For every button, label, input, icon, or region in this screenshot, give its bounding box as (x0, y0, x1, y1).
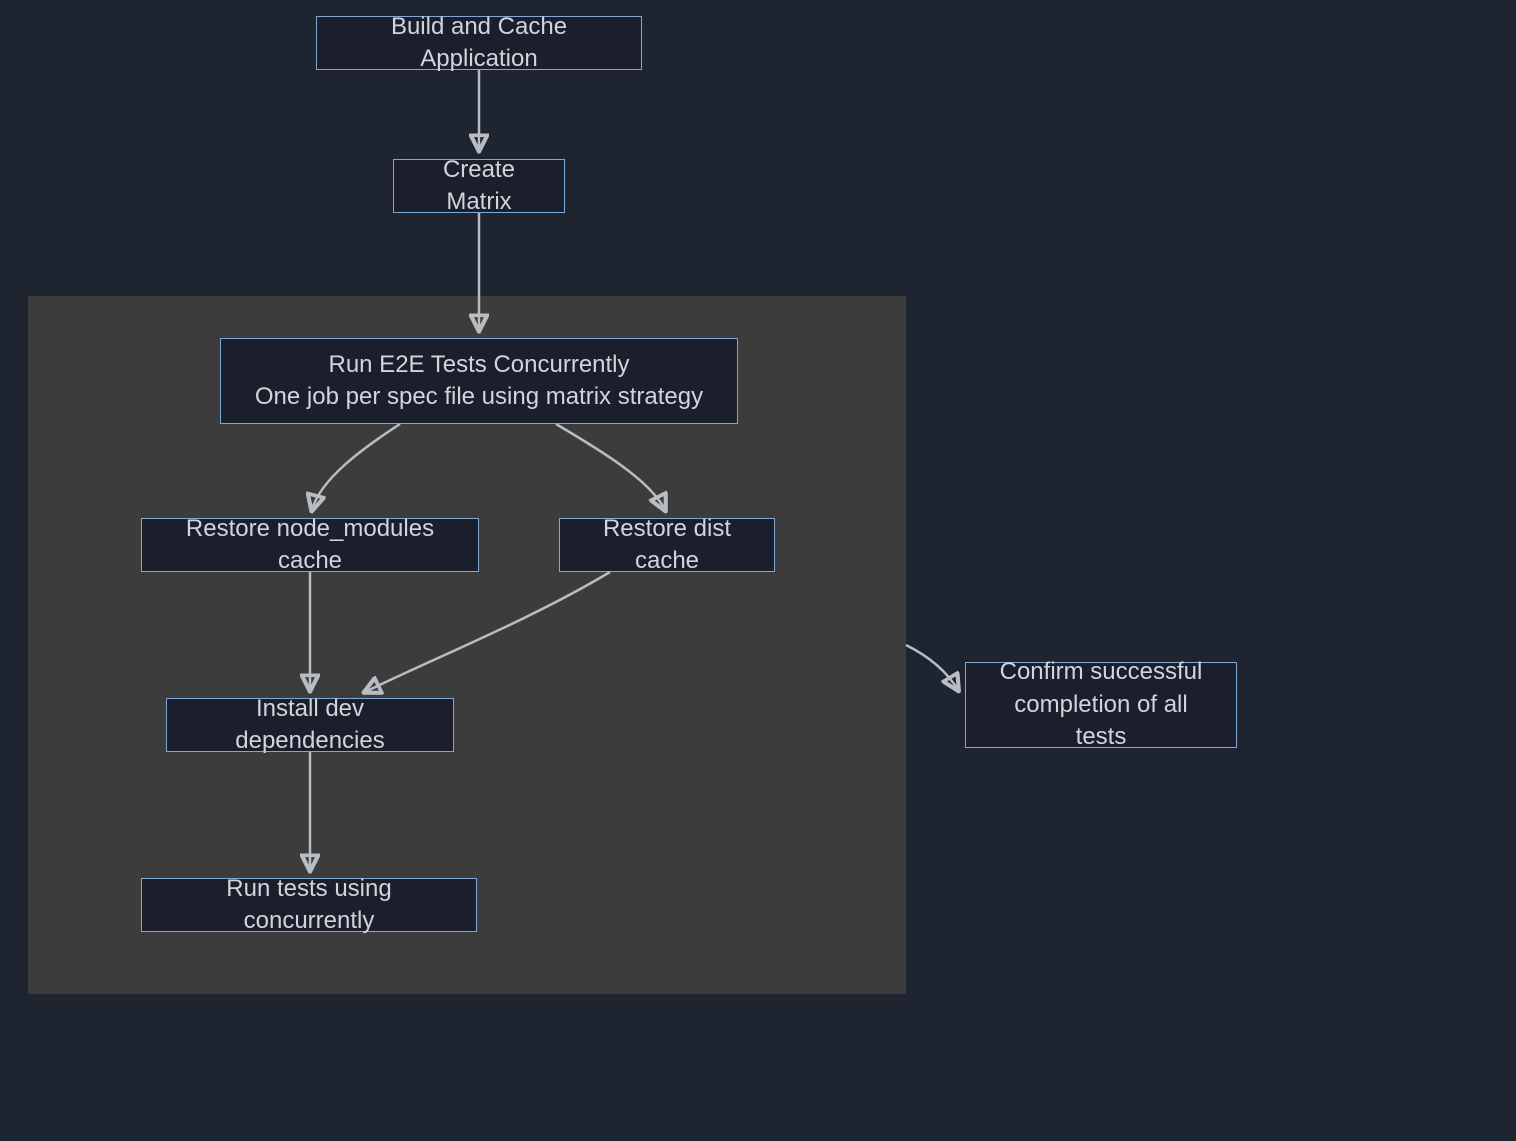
node-create-matrix: Create Matrix (393, 159, 565, 213)
node-label: Run tests using concurrently (162, 873, 456, 938)
node-label: Restore node_modules cache (162, 513, 458, 578)
node-run-e2e: Run E2E Tests Concurrently One job per s… (220, 338, 738, 424)
node-label-line: completion of all tests (986, 689, 1216, 754)
node-restore-nm: Restore node_modules cache (141, 518, 479, 572)
node-label-line: Confirm successful (1000, 656, 1203, 688)
node-confirm: Confirm successful completion of all tes… (965, 662, 1237, 748)
node-restore-dist: Restore dist cache (559, 518, 775, 572)
node-run-tests: Run tests using concurrently (141, 878, 477, 932)
node-label-line: One job per spec file using matrix strat… (255, 381, 703, 413)
node-label: Install dev dependencies (187, 693, 433, 758)
node-label: Restore dist cache (580, 513, 754, 578)
node-build: Build and Cache Application (316, 16, 642, 70)
node-label: Build and Cache Application (337, 11, 621, 76)
node-label-line: Run E2E Tests Concurrently (328, 349, 629, 381)
node-label: Create Matrix (414, 154, 544, 219)
node-install: Install dev dependencies (166, 698, 454, 752)
edge-subgraph-to-confirm (906, 645, 958, 690)
